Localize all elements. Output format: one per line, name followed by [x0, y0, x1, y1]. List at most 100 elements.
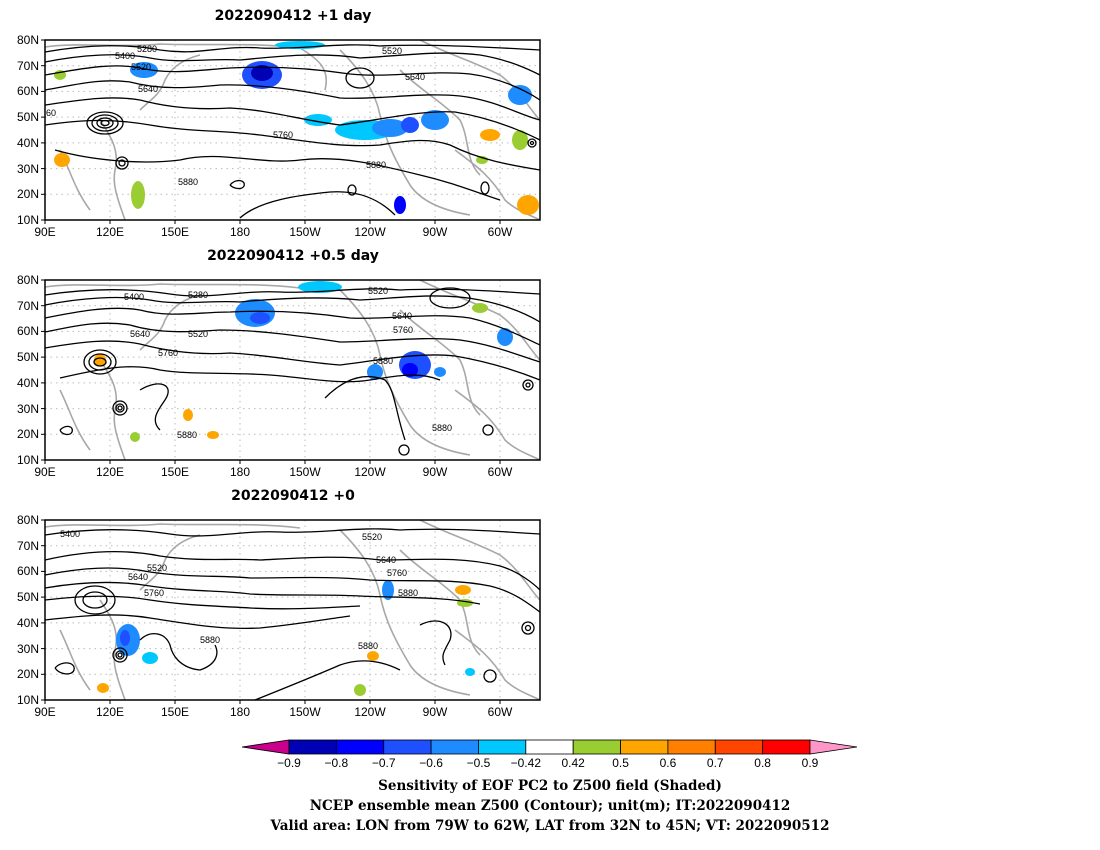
lat-label: 50N — [17, 590, 39, 604]
map-panel-2: 2022090412 +0.5 day — [17, 248, 541, 479]
colorbar-label: −0.42 — [511, 756, 542, 770]
colorbar-box — [430, 739, 479, 755]
colorbar-box — [383, 739, 432, 755]
colorbar-label: −0.9 — [277, 756, 301, 770]
map-panel-1: 2022090412 +1 day — [17, 8, 541, 239]
lat-label: 80N — [17, 33, 39, 47]
colorbar-box — [288, 739, 337, 755]
contour-label: 5400 — [115, 51, 135, 61]
lat-label: 10N — [17, 453, 39, 467]
lon-label: 90W — [423, 465, 448, 479]
lat-label: 60N — [17, 564, 39, 578]
lon-label: 90W — [423, 225, 448, 239]
contour-label: 60 — [46, 108, 56, 118]
colorbar-box — [478, 739, 527, 755]
lat-label: 10N — [17, 213, 39, 227]
lat-label: 60N — [17, 324, 39, 338]
contour-label: 5520 — [382, 46, 402, 56]
contour-label: 5400 — [60, 529, 80, 539]
contour-label: 5880 — [178, 177, 198, 187]
contour-label: 5880 — [200, 635, 220, 645]
contour-label: 5760 — [144, 588, 164, 598]
lon-label: 120E — [96, 705, 124, 719]
lat-label: 30N — [17, 402, 39, 416]
contour-label: 5640 — [138, 84, 158, 94]
lat-label: 20N — [17, 667, 39, 681]
contour-label: 5880 — [177, 430, 197, 440]
contour-label: 5280 — [188, 290, 208, 300]
contour-label: 5640 — [130, 329, 150, 339]
lat-label: 20N — [17, 187, 39, 201]
lat-label: 10N — [17, 693, 39, 707]
colorbar-box — [714, 739, 764, 755]
contour-label: 5880 — [432, 423, 452, 433]
lon-label: 90W — [423, 705, 448, 719]
colorbar-label: 0.42 — [562, 756, 586, 770]
contour-label: 5640 — [128, 572, 148, 582]
contour-label: 5520 — [362, 532, 382, 542]
contour-label: 5280 — [137, 44, 157, 54]
lon-label: 120W — [354, 225, 386, 239]
colorbar-label: −0.7 — [372, 756, 396, 770]
lon-label: 150W — [289, 225, 321, 239]
lat-label: 70N — [17, 299, 39, 313]
contour-label: 5880 — [398, 588, 418, 598]
lat-label: 20N — [17, 427, 39, 441]
caption: Sensitivity of EOF PC2 to Z500 field (Sh… — [270, 778, 830, 834]
lat-label: 30N — [17, 642, 39, 656]
colorbar-label: −0.8 — [325, 756, 349, 770]
colorbar-label: −0.6 — [419, 756, 443, 770]
caption-line-1: Sensitivity of EOF PC2 to Z500 field (Sh… — [378, 778, 722, 794]
lon-label: 150E — [161, 225, 189, 239]
lat-label: 70N — [17, 59, 39, 73]
contour-label: 5880 — [366, 160, 386, 170]
contour-label: 5400 — [124, 292, 144, 302]
lat-label: 50N — [17, 350, 39, 364]
lon-label: 150E — [161, 465, 189, 479]
contour-label: 5640 — [376, 555, 396, 565]
colorbar-label: 0.8 — [754, 756, 771, 770]
caption-line-2: NCEP ensemble mean Z500 (Contour); unit(… — [310, 798, 791, 814]
lon-label: 150W — [289, 705, 321, 719]
contour-label: 5760 — [273, 130, 293, 140]
colorbar-box — [762, 739, 811, 755]
contour-label: 5760 — [387, 568, 407, 578]
colorbar-high-end — [809, 739, 858, 755]
lat-label: 40N — [17, 136, 39, 150]
panel-3-title: 2022090412 +0 — [231, 488, 355, 504]
lat-label: 70N — [17, 539, 39, 553]
contour-label: 5520 — [147, 563, 167, 573]
lat-label: 80N — [17, 513, 39, 527]
contour-label: 5520 — [188, 329, 208, 339]
colorbar-label: 0.7 — [707, 756, 724, 770]
colorbar-label: 0.5 — [612, 756, 629, 770]
caption-line-3: Valid area: LON from 79W to 62W, LAT fro… — [270, 818, 830, 834]
contour-label: 5640 — [405, 72, 425, 82]
lon-label: 60W — [488, 225, 513, 239]
colorbar-label: −0.5 — [467, 756, 491, 770]
lon-label: 120E — [96, 465, 124, 479]
panel-2-title: 2022090412 +0.5 day — [207, 248, 379, 264]
lon-label: 60W — [488, 705, 513, 719]
colorbar-box — [525, 739, 574, 755]
colorbar-box — [572, 739, 621, 755]
contour-label: 5760 — [393, 325, 413, 335]
lon-label: 180 — [230, 705, 250, 719]
lat-label: 40N — [17, 376, 39, 390]
lat-label: 40N — [17, 616, 39, 630]
lon-label: 90E — [34, 465, 55, 479]
contour-label: 5520 — [131, 62, 151, 72]
lat-label: 80N — [17, 273, 39, 287]
lon-label: 120W — [354, 705, 386, 719]
contour-label: 5520 — [368, 286, 388, 296]
lon-label: 150E — [161, 705, 189, 719]
colorbar-label: 0.9 — [802, 756, 819, 770]
contour-label: 5880 — [373, 356, 393, 366]
lat-label: 60N — [17, 84, 39, 98]
colorbar-labels: −0.9 −0.8 −0.7 −0.6 −0.5 −0.42 0.42 0.5 0.6 0.7 0.… — [277, 756, 819, 770]
colorbar-box — [335, 739, 385, 755]
colorbar-label: 0.6 — [660, 756, 677, 770]
panel-1-title: 2022090412 +1 day — [215, 8, 372, 24]
lat-label: 50N — [17, 110, 39, 124]
colorbar-box — [667, 739, 716, 755]
